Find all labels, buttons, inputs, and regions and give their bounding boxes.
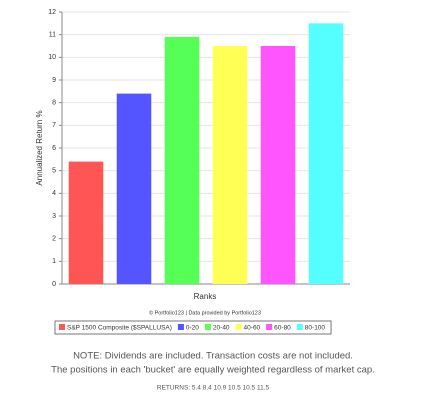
legend-swatch bbox=[235, 324, 242, 330]
y-tick-label: 1 bbox=[52, 258, 56, 265]
y-tick-label: 8 bbox=[52, 100, 56, 107]
note: NOTE: Dividends are included. Transactio… bbox=[73, 351, 353, 362]
bar bbox=[116, 93, 152, 284]
returns-note: RETURNS: 5.4 8.4 10.9 10.5 10.5 11.5 bbox=[157, 385, 270, 392]
y-tick-label: 3 bbox=[52, 213, 56, 220]
y-tick-label: 4 bbox=[52, 190, 56, 197]
legend-label: 0-20 bbox=[186, 325, 199, 332]
y-tick-label: 7 bbox=[52, 122, 56, 129]
y-tick-label: 9 bbox=[52, 77, 56, 84]
legend-label: 80-100 bbox=[305, 325, 326, 332]
bar bbox=[212, 46, 248, 284]
y-tick-label: 5 bbox=[52, 168, 56, 175]
y-tick-label: 11 bbox=[49, 32, 56, 39]
legend-swatch bbox=[204, 324, 211, 330]
legend-label: 40-60 bbox=[244, 325, 261, 332]
legend-label: S&P 1500 Composite ($SPALLUSA) bbox=[67, 325, 172, 332]
legend-swatch bbox=[59, 324, 65, 330]
legend-label: 60-80 bbox=[274, 325, 291, 332]
y-tick-label: 2 bbox=[52, 236, 56, 243]
y-tick-label: 10 bbox=[48, 54, 56, 61]
y-tick-label: 12 bbox=[48, 9, 56, 16]
x-axis-label: Ranks bbox=[194, 292, 217, 301]
y-axis-label: Annualized Return % bbox=[35, 110, 44, 185]
bar bbox=[68, 161, 104, 284]
legend-swatch bbox=[177, 324, 184, 330]
legend-swatch bbox=[296, 324, 303, 330]
bar bbox=[308, 23, 344, 284]
credit: © Portfolio123 | Data provided by Portfo… bbox=[149, 309, 261, 316]
legend-swatch bbox=[266, 324, 273, 330]
legend-box bbox=[54, 320, 332, 335]
y-tick-label: 0 bbox=[52, 281, 56, 288]
bar bbox=[164, 36, 200, 284]
legend-label: 20-40 bbox=[213, 325, 230, 332]
bar bbox=[260, 46, 296, 284]
y-tick-label: 6 bbox=[52, 145, 56, 152]
note: The positions in each 'bucket' are equal… bbox=[51, 365, 375, 376]
